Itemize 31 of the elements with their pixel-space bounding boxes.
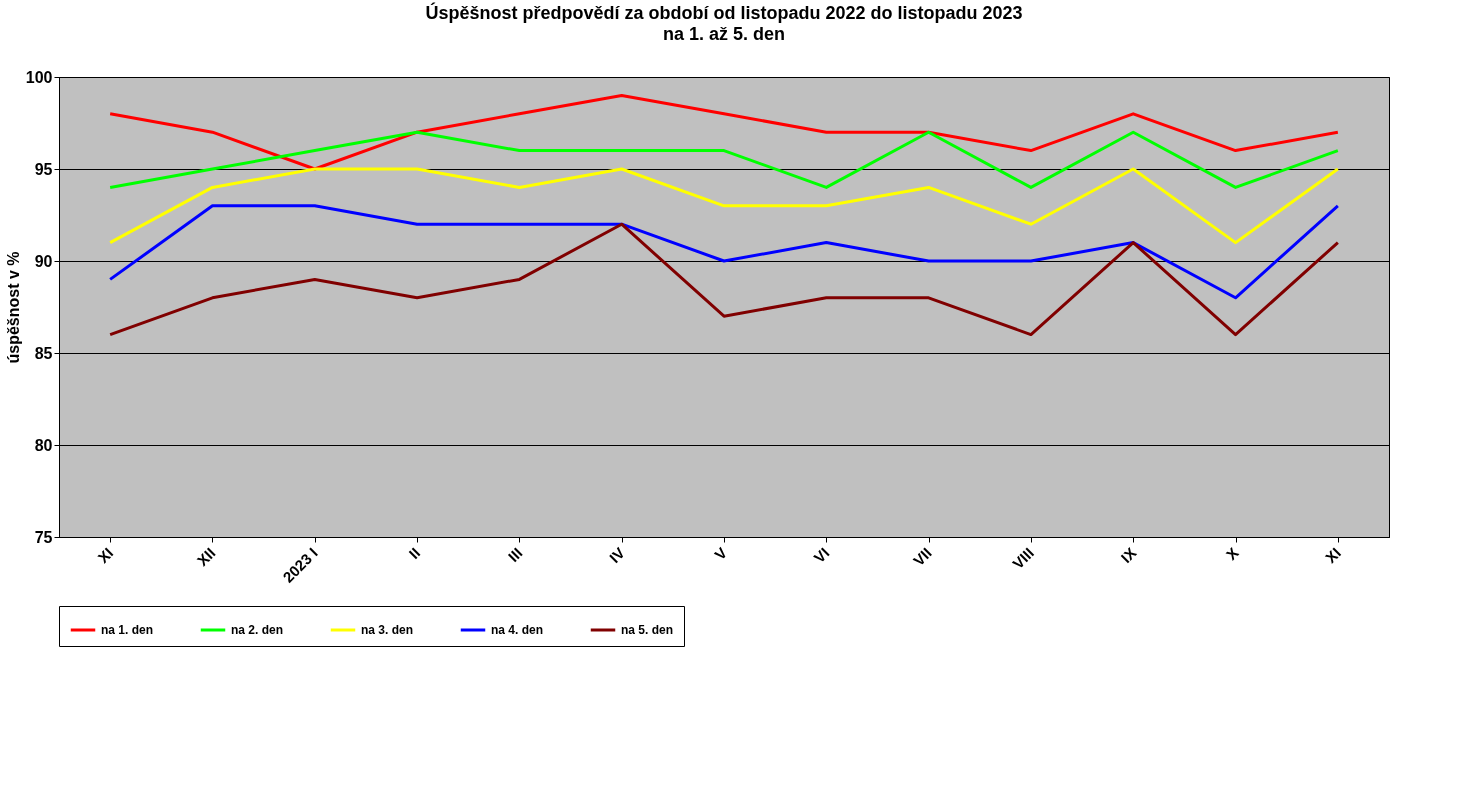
x-tick-label: VII (909, 544, 935, 570)
y-tick-label: 90 (34, 252, 53, 270)
y-tick-label: 100 (25, 68, 53, 86)
legend-label: na 3. den (361, 623, 414, 637)
y-tick-label: 75 (34, 528, 53, 546)
line-series (108, 167, 1340, 245)
legend-label: na 4. den (491, 623, 544, 637)
x-tick-label: XII (193, 544, 219, 570)
x-tick-label: VI (810, 544, 833, 567)
legend-label: na 5. den (621, 623, 674, 637)
x-tick-label: V (711, 544, 731, 564)
line-series (108, 204, 1340, 300)
line-series (108, 93, 1340, 171)
y-tick-label: 80 (34, 436, 53, 454)
y-axis-title: úspěšnost v % (4, 251, 22, 364)
x-tick-label: IV (605, 544, 628, 567)
x-tick-label: XI (1321, 544, 1344, 567)
x-tick-label: VIII (1009, 544, 1038, 573)
x-tick-label: II (405, 544, 424, 563)
y-tick-label: 95 (34, 160, 53, 178)
x-tick-label: IX (1117, 544, 1140, 567)
legend-label: na 1. den (101, 623, 154, 637)
line-series (108, 222, 1340, 337)
x-tick-label: X (1222, 544, 1242, 564)
line-series (108, 130, 1340, 189)
y-tick-label: 85 (34, 344, 53, 362)
chart-subtitle: na 1. až 5. den (662, 24, 786, 44)
x-tick-label: XI (94, 544, 117, 567)
x-tick-label: III (504, 544, 526, 566)
legend-label: na 2. den (231, 623, 284, 637)
chart-title: Úspěšnost předpovědí za období od listopadu 2022 do listopadu 2023 (425, 2, 1023, 23)
